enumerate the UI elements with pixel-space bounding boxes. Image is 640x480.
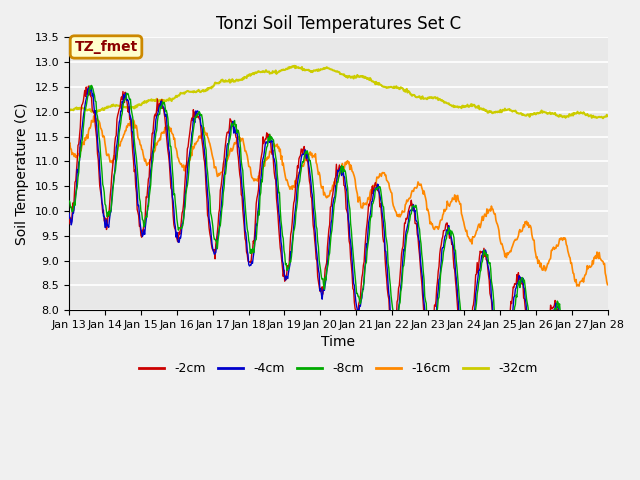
Title: Tonzi Soil Temperatures Set C: Tonzi Soil Temperatures Set C: [216, 15, 461, 33]
Legend: -2cm, -4cm, -8cm, -16cm, -32cm: -2cm, -4cm, -8cm, -16cm, -32cm: [134, 357, 543, 380]
Y-axis label: Soil Temperature (C): Soil Temperature (C): [15, 103, 29, 245]
X-axis label: Time: Time: [321, 336, 355, 349]
Text: TZ_fmet: TZ_fmet: [74, 40, 138, 54]
